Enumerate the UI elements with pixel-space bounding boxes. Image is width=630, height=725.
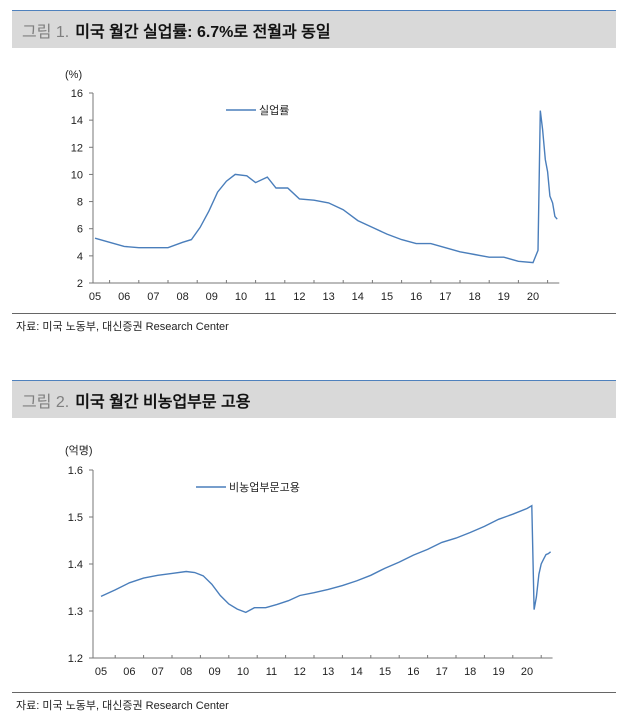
y-tick-label: 8 [77, 197, 83, 209]
x-tick-label: 05 [89, 291, 101, 303]
figure-2-title: 미국 월간 비농업부문 고용 [75, 393, 251, 411]
x-tick-label: 14 [350, 666, 362, 678]
x-tick-label: 17 [436, 666, 448, 678]
x-tick-label: 15 [381, 291, 393, 303]
x-tick-label: 19 [498, 291, 510, 303]
y-tick-label: 10 [71, 169, 83, 181]
x-tick-label: 20 [521, 666, 533, 678]
figure-1-header: 그림 1. 미국 월간 실업률: 6.7%로 전월과 동일 [12, 10, 616, 48]
x-tick-label: 18 [468, 291, 480, 303]
figure-2-source: 자료: 미국 노동부, 대신증권 Research Center [16, 700, 229, 712]
unemployment-chart: (%) 2 4 6 8 10 12 14 16 05 06 07 08 09 10 11 12 13 14 15 16 1… [65, 69, 560, 303]
x-tick-label: 09 [206, 291, 218, 303]
x-tick-label: 15 [379, 666, 391, 678]
x-tick-label: 16 [410, 291, 422, 303]
x-tick-label: 14 [352, 291, 364, 303]
payroll-chart: (억명) 1.2 1.3 1.4 1.5 1.6 05 06 07 08 09 10 11 12 13 14 1… [65, 444, 553, 678]
x-tick-label: 11 [264, 291, 275, 303]
x-tick-label: 19 [492, 666, 504, 678]
x-tick-label: 06 [123, 666, 135, 678]
figure-1-title: 미국 월간 실업률: 6.7%로 전월과 동일 [75, 23, 331, 41]
x-tick-label: 13 [322, 666, 334, 678]
divider [12, 313, 616, 314]
figure-2-header: 그림 2. 미국 월간 비농업부문 고용 [12, 380, 616, 418]
x-tick-label: 11 [266, 666, 277, 678]
x-tick-label: 18 [464, 666, 476, 678]
y-tick-label: 1.2 [68, 653, 83, 665]
legend-label: 비농업부문고용 [229, 481, 300, 494]
x-tick-label: 10 [237, 666, 249, 678]
x-tick-label: 05 [95, 666, 107, 678]
y-tick-label: 1.4 [68, 559, 83, 571]
x-tick-label: 10 [235, 291, 247, 303]
x-tick-label: 12 [293, 291, 305, 303]
series-line [100, 504, 552, 614]
x-tick-label: 17 [439, 291, 451, 303]
x-tick-label: 13 [322, 291, 334, 303]
x-tick-label: 09 [208, 666, 220, 678]
y-tick-label: 12 [71, 142, 83, 154]
series-line [94, 110, 558, 264]
y-tick-label: 2 [77, 278, 83, 290]
x-tick-label: 07 [147, 291, 159, 303]
figure-1-label: 그림 1. [22, 23, 70, 41]
y-tick-label: 1.3 [68, 606, 83, 618]
x-tick-label: 08 [176, 291, 188, 303]
figure-2-label: 그림 2. [22, 393, 70, 411]
y-tick-label: 4 [77, 251, 83, 263]
y-tick-label: 1.6 [68, 465, 83, 477]
y-tick-label: 14 [71, 115, 83, 127]
x-tick-label: 12 [294, 666, 306, 678]
x-tick-label: 07 [152, 666, 164, 678]
divider [12, 692, 616, 693]
x-tick-label: 08 [180, 666, 192, 678]
x-tick-label: 20 [527, 291, 539, 303]
y-tick-label: 1.5 [68, 512, 83, 524]
y-unit-label: (%) [65, 69, 82, 81]
y-tick-label: 16 [71, 88, 83, 100]
legend-label: 실업률 [259, 104, 289, 117]
x-tick-label: 06 [118, 291, 130, 303]
y-unit-label: (억명) [65, 444, 93, 457]
x-tick-label: 16 [407, 666, 419, 678]
y-tick-label: 6 [77, 224, 83, 236]
figure-1-source: 자료: 미국 노동부, 대신증권 Research Center [16, 321, 229, 333]
